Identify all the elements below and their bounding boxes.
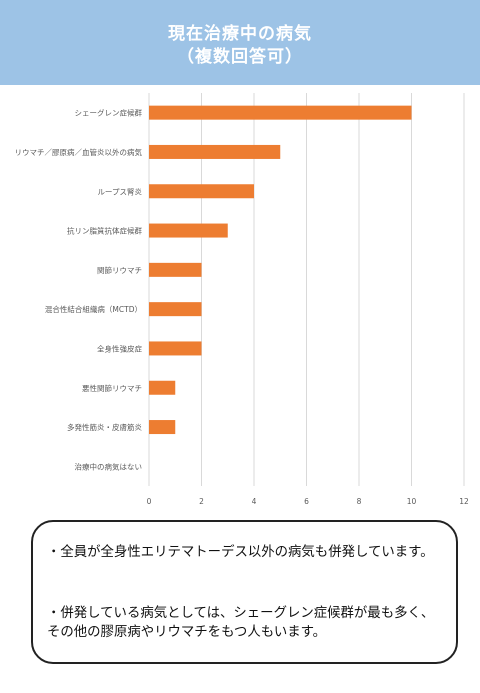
x-tick-3: 6 <box>304 497 309 506</box>
category-label-9: 治療中の病気はない <box>75 461 143 471</box>
x-tick-1: 2 <box>199 497 204 506</box>
category-label-4: 関節リウマチ <box>97 265 142 275</box>
category-label-8: 多発性筋炎・皮膚筋炎 <box>67 422 142 432</box>
x-tick-labels: 0 2 4 6 8 10 12 <box>147 497 469 506</box>
x-tick-5: 10 <box>407 497 417 506</box>
category-label-3: 抗リン脂質抗体症候群 <box>67 226 142 236</box>
bar-3 <box>149 223 228 238</box>
category-label-7: 悪性関節リウマチ <box>82 383 142 393</box>
x-tick-2: 4 <box>252 497 257 506</box>
bar-chart: シェーグレン症候群リウマチ／膠原病／血管炎以外の病気ループス腎炎抗リン脂質抗体症… <box>15 93 469 506</box>
bars <box>149 105 412 435</box>
summary-note-1: ・全員が全身性エリテマトーデス以外の病気も併発しています。 <box>47 545 434 560</box>
bar-5 <box>149 302 202 317</box>
bar-8 <box>149 420 176 435</box>
bar-6 <box>149 341 202 356</box>
bar-1 <box>149 144 281 159</box>
x-tick-0: 0 <box>147 497 152 506</box>
category-label-5: 混合性結合組織病（MCTD） <box>45 304 142 314</box>
category-label-1: リウマチ／膠原病／血管炎以外の病気 <box>15 147 143 157</box>
chart-title: 現在治療中の病気 <box>168 24 312 44</box>
category-label-6: 全身性強皮症 <box>97 343 142 353</box>
category-label-2: ループス腎炎 <box>97 187 142 196</box>
bar-2 <box>149 184 254 199</box>
x-tick-4: 8 <box>357 497 362 506</box>
category-label-0: シェーグレン症候群 <box>75 108 143 118</box>
bar-4 <box>149 262 202 277</box>
header-banner: 現在治療中の病気 （複数回答可） <box>0 0 480 85</box>
bar-0 <box>149 105 412 120</box>
summary-box: ・全員が全身性エリテマトーデス以外の病気も併発しています。 ・併発している病気と… <box>31 520 458 664</box>
x-tick-6: 12 <box>459 497 469 506</box>
bar-7 <box>149 380 176 395</box>
category-labels: シェーグレン症候群リウマチ／膠原病／血管炎以外の病気ループス腎炎抗リン脂質抗体症… <box>15 108 143 472</box>
chart-subtitle: （複数回答可） <box>177 47 303 67</box>
summary-note-2: ・併発している病気としては、シェーグレン症候群が最も多く、その他の膠原病やリウマ… <box>47 606 435 640</box>
